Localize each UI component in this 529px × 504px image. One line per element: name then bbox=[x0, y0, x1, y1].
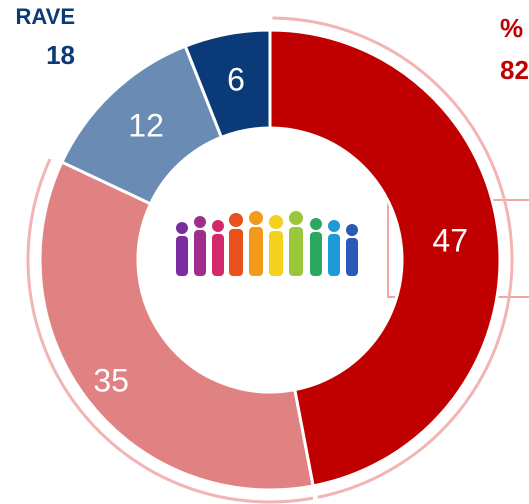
data-label: 47 bbox=[432, 222, 468, 258]
donut-segment bbox=[268, 28, 502, 488]
runners-icon bbox=[176, 211, 358, 276]
data-label: 35 bbox=[93, 363, 129, 399]
segment-outline bbox=[26, 158, 314, 504]
data-label: 12 bbox=[128, 108, 164, 144]
annotation-value: 82 bbox=[500, 55, 529, 85]
donut-segment bbox=[38, 160, 315, 492]
annotation-value: 18 bbox=[46, 40, 75, 70]
annotation-title: RAVE bbox=[16, 4, 76, 29]
annotation-title: % bbox=[500, 13, 523, 43]
segment-outline bbox=[272, 16, 514, 499]
donut-segment bbox=[183, 28, 272, 140]
data-label: 6 bbox=[227, 62, 245, 98]
